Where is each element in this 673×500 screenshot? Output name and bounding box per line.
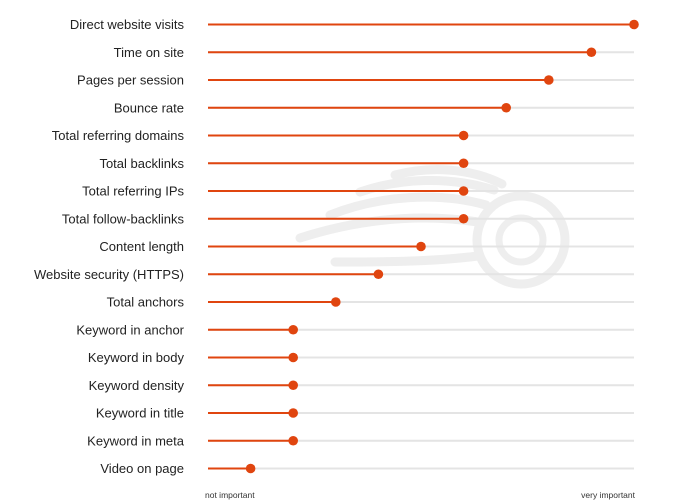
- category-label: Total follow-backlinks: [62, 211, 185, 226]
- category-label: Keyword density: [89, 378, 185, 393]
- value-dot: [544, 75, 554, 85]
- x-axis-max-label: very important: [581, 490, 635, 500]
- category-label: Time on site: [114, 45, 184, 60]
- value-dot: [458, 186, 469, 196]
- category-label: Direct website visits: [70, 17, 185, 32]
- value-dot: [586, 47, 597, 58]
- value-dot: [416, 241, 426, 252]
- category-label: Bounce rate: [114, 100, 184, 115]
- category-label: Keyword in meta: [87, 433, 185, 448]
- category-label: Keyword in title: [96, 406, 184, 421]
- value-dot: [288, 435, 299, 446]
- watermark-logo-icon: [295, 165, 570, 289]
- category-label: Total backlinks: [99, 156, 184, 171]
- value-dot: [373, 269, 384, 280]
- category-label: Content length: [99, 239, 184, 254]
- value-dot: [331, 297, 341, 307]
- category-label: Total referring IPs: [82, 184, 184, 199]
- value-dot: [458, 213, 469, 224]
- value-dot: [245, 463, 256, 474]
- category-label: Keyword in anchor: [76, 322, 184, 337]
- category-label: Video on page: [100, 461, 184, 476]
- value-dot: [288, 380, 299, 391]
- category-label: Website security (HTTPS): [34, 267, 184, 282]
- value-dot: [288, 408, 299, 418]
- value-dot: [288, 324, 299, 335]
- value-dot: [458, 130, 469, 141]
- value-dot: [288, 352, 299, 363]
- value-dot: [458, 158, 469, 169]
- chart-rows: Direct website visits Time on site Pages p…: [34, 17, 639, 476]
- value-dot: [629, 19, 639, 30]
- value-dot: [501, 102, 512, 113]
- category-label: Pages per session: [77, 73, 184, 88]
- category-label: Keyword in body: [88, 350, 185, 365]
- category-label: Total anchors: [107, 295, 185, 310]
- x-axis-min-label: not important: [205, 490, 255, 500]
- category-label: Total referring domains: [52, 128, 185, 143]
